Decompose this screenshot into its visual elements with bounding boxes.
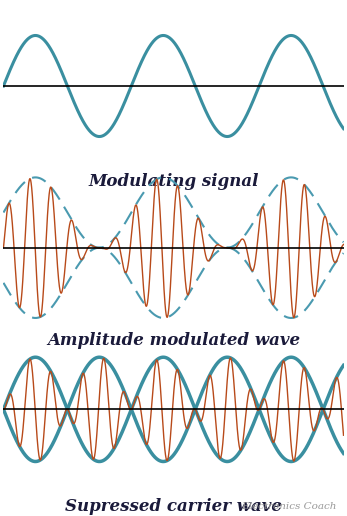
Text: Amplitude modulated wave: Amplitude modulated wave (47, 332, 300, 349)
Text: Electronics Coach: Electronics Coach (241, 502, 337, 511)
Text: Supressed carrier wave: Supressed carrier wave (65, 498, 282, 515)
Text: Modulating signal: Modulating signal (88, 173, 259, 190)
